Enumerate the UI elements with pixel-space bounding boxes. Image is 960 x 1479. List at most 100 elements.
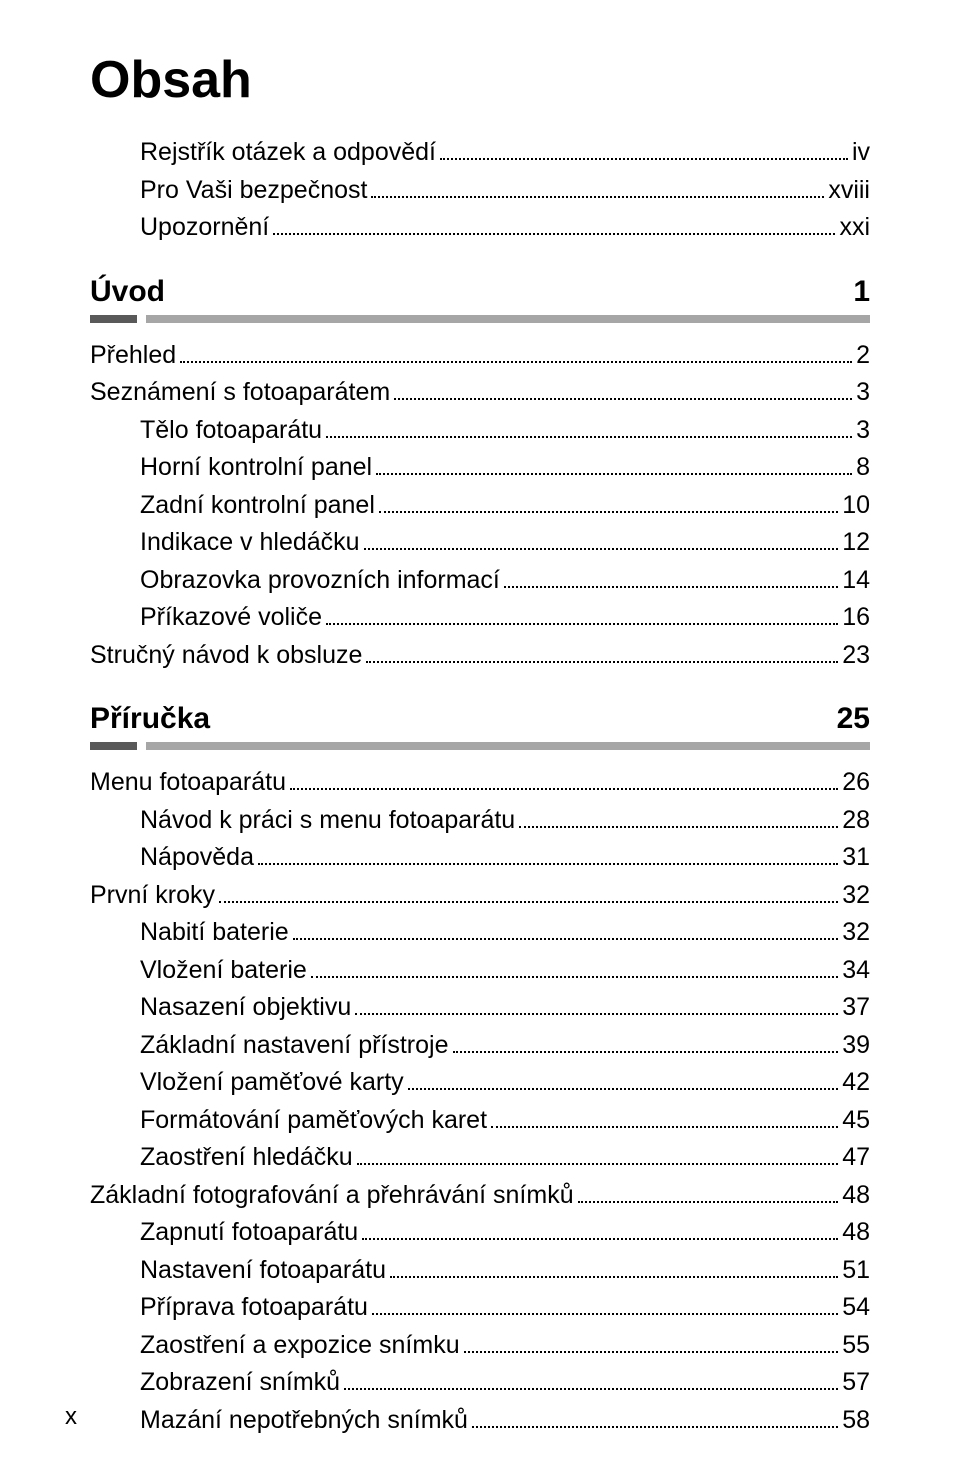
toc-entry-label: Základní fotografování a přehrávání sním… bbox=[90, 1177, 574, 1215]
toc-entry: Přehled2 bbox=[90, 337, 870, 375]
toc-entry: Formátování paměťových karet 45 bbox=[90, 1102, 870, 1140]
toc-entry-label: Návod k práci s menu fotoaparátu bbox=[140, 802, 515, 840]
toc-leader bbox=[180, 361, 852, 363]
toc-entry-label: Základní nastavení přístroje bbox=[140, 1027, 449, 1065]
toc-entry-label: Stručný návod k obsluze bbox=[90, 637, 362, 675]
toc-entry-label: Upozornění bbox=[140, 209, 269, 247]
toc-entry-page: 58 bbox=[842, 1402, 870, 1440]
toc-leader bbox=[394, 398, 852, 400]
toc-leader bbox=[491, 1126, 838, 1128]
toc-entry-page: 3 bbox=[856, 374, 870, 412]
toc-entry-page: xxi bbox=[839, 209, 870, 247]
toc-entry-page: 34 bbox=[842, 952, 870, 990]
toc-leader bbox=[464, 1351, 839, 1353]
toc-section-heading: Úvod1 bbox=[90, 275, 870, 309]
toc-entry-label: Příprava fotoaparátu bbox=[140, 1289, 368, 1327]
toc-leader bbox=[219, 901, 838, 903]
toc-leader bbox=[376, 473, 852, 475]
toc-leader bbox=[326, 436, 852, 438]
toc-leader bbox=[357, 1163, 839, 1165]
toc-leader bbox=[519, 826, 838, 828]
toc-entry-page: 10 bbox=[842, 487, 870, 525]
toc-entry: Seznámení s fotoaparátem 3 bbox=[90, 374, 870, 412]
toc-entry: Zapnutí fotoaparátu 48 bbox=[90, 1214, 870, 1252]
toc-entry: Mazání nepotřebných snímků58 bbox=[90, 1402, 870, 1440]
toc-entry: Obrazovka provozních informací14 bbox=[90, 562, 870, 600]
toc-entry-label: Zaostření a expozice snímku bbox=[140, 1327, 460, 1365]
toc-entry: Zaostření a expozice snímku 55 bbox=[90, 1327, 870, 1365]
toc-entry-label: Indikace v hledáčku bbox=[140, 524, 360, 562]
toc-leader bbox=[408, 1088, 839, 1090]
toc-entry-page: 32 bbox=[842, 914, 870, 952]
toc-section-heading: Příručka25 bbox=[90, 702, 870, 736]
toc-leader bbox=[366, 661, 838, 663]
toc-entry: Zadní kontrolní panel 10 bbox=[90, 487, 870, 525]
toc-entry: Vložení baterie34 bbox=[90, 952, 870, 990]
toc-entry: Upozornění xxi bbox=[90, 209, 870, 247]
toc-leader bbox=[344, 1388, 838, 1390]
section-underline bbox=[90, 315, 870, 323]
toc-pre-entries: Rejstřík otázek a odpovědíivPro Vaši bez… bbox=[90, 134, 870, 247]
toc-leader bbox=[273, 233, 835, 235]
toc-leader bbox=[258, 863, 838, 865]
toc-leader bbox=[379, 511, 838, 513]
toc-entry: Nabití baterie 32 bbox=[90, 914, 870, 952]
toc-entry-page: 28 bbox=[842, 802, 870, 840]
toc-entry: Nápověda31 bbox=[90, 839, 870, 877]
toc-leader bbox=[453, 1051, 839, 1053]
toc-section-label: Úvod bbox=[90, 275, 165, 309]
toc-entry-label: Formátování paměťových karet bbox=[140, 1102, 487, 1140]
toc-entry: Zaostření hledáčku47 bbox=[90, 1139, 870, 1177]
toc-entry-page: 45 bbox=[842, 1102, 870, 1140]
toc-entry-page: 55 bbox=[842, 1327, 870, 1365]
toc-entry-label: Pro Vaši bezpečnost bbox=[140, 172, 367, 210]
toc-entry-label: Příkazové voliče bbox=[140, 599, 322, 637]
toc-entry-label: Nabití baterie bbox=[140, 914, 289, 952]
toc-entry-label: Nasazení objektivu bbox=[140, 989, 351, 1027]
toc-entry-label: Zadní kontrolní panel bbox=[140, 487, 375, 525]
toc-entry-page: 16 bbox=[842, 599, 870, 637]
toc-entry-page: 39 bbox=[842, 1027, 870, 1065]
toc-entry-page: 57 bbox=[842, 1364, 870, 1402]
toc-entry: Pro Vaši bezpečnost xviii bbox=[90, 172, 870, 210]
toc-entry: Vložení paměťové karty42 bbox=[90, 1064, 870, 1102]
page: Obsah Rejstřík otázek a odpovědíivPro Va… bbox=[0, 0, 960, 1479]
toc-entry-label: Horní kontrolní panel bbox=[140, 449, 372, 487]
toc-entry-page: 12 bbox=[842, 524, 870, 562]
page-title: Obsah bbox=[90, 50, 870, 110]
section-underline bbox=[90, 742, 870, 750]
toc-entry: Rejstřík otázek a odpovědí iv bbox=[90, 134, 870, 172]
toc-entry-label: Zapnutí fotoaparátu bbox=[140, 1214, 358, 1252]
toc-leader bbox=[472, 1426, 838, 1428]
toc-entry-page: 54 bbox=[842, 1289, 870, 1327]
page-number: x bbox=[65, 1403, 77, 1431]
toc-leader bbox=[311, 976, 838, 978]
toc-entry: Horní kontrolní panel8 bbox=[90, 449, 870, 487]
toc-entry-label: Seznámení s fotoaparátem bbox=[90, 374, 390, 412]
toc-entry-page: xviii bbox=[828, 172, 870, 210]
toc-entry: Základní fotografování a přehrávání sním… bbox=[90, 1177, 870, 1215]
toc-entry-label: Zaostření hledáčku bbox=[140, 1139, 353, 1177]
toc-sections: Úvod1Přehled2Seznámení s fotoaparátem3Tě… bbox=[90, 275, 870, 1440]
toc-entry: Základní nastavení přístroje 39 bbox=[90, 1027, 870, 1065]
toc-entry-label: Obrazovka provozních informací bbox=[140, 562, 500, 600]
toc-section-label: Příručka bbox=[90, 702, 210, 736]
toc-entry-page: 48 bbox=[842, 1214, 870, 1252]
toc-leader bbox=[504, 586, 838, 588]
toc-entry-label: Tělo fotoaparátu bbox=[140, 412, 322, 450]
toc-entry-label: Nápověda bbox=[140, 839, 254, 877]
toc-leader bbox=[362, 1238, 838, 1240]
toc-entry-page: 23 bbox=[842, 637, 870, 675]
toc-entry: Zobrazení snímků 57 bbox=[90, 1364, 870, 1402]
toc-entry-page: 26 bbox=[842, 764, 870, 802]
toc-entry-page: 48 bbox=[842, 1177, 870, 1215]
toc-leader bbox=[355, 1013, 838, 1015]
toc-entry-label: Zobrazení snímků bbox=[140, 1364, 340, 1402]
toc-leader bbox=[372, 1313, 838, 1315]
toc-entry-label: Rejstřík otázek a odpovědí bbox=[140, 134, 436, 172]
toc-entry: Tělo fotoaparátu3 bbox=[90, 412, 870, 450]
toc-entry-page: iv bbox=[852, 134, 870, 172]
toc-leader bbox=[390, 1276, 838, 1278]
toc-leader bbox=[578, 1201, 839, 1203]
toc-entry-page: 42 bbox=[842, 1064, 870, 1102]
